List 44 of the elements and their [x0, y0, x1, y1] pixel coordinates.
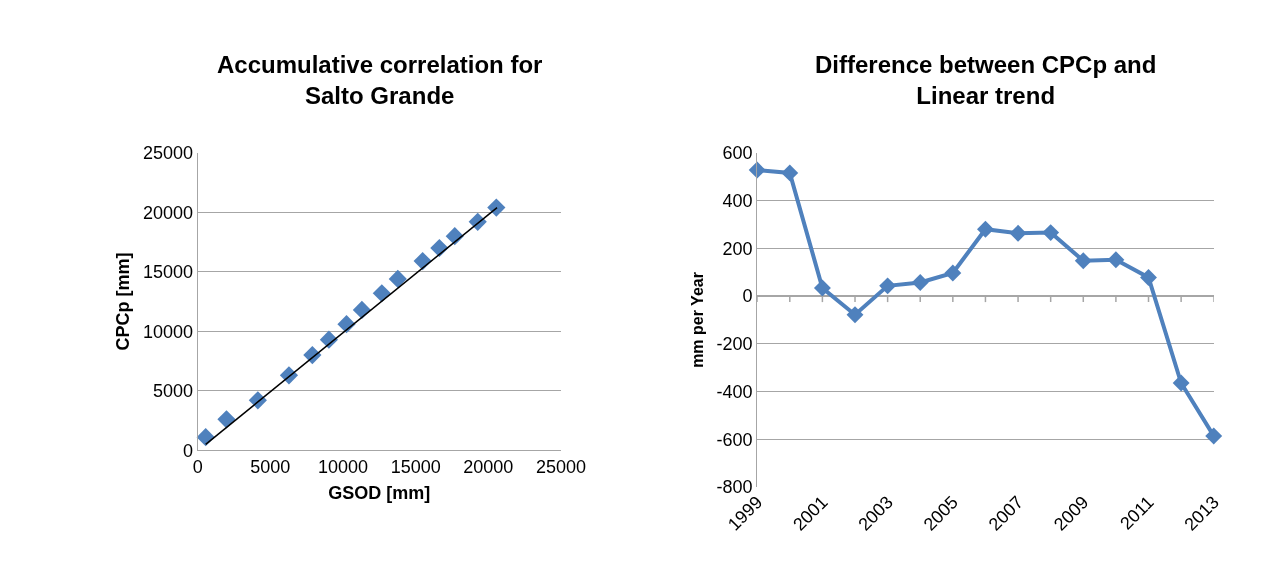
point — [1172, 374, 1190, 392]
x-tick-label: 25000 — [535, 456, 587, 477]
point — [217, 410, 236, 429]
point — [944, 264, 962, 282]
chart-title: Difference between CPCp and Linear trend — [815, 51, 1157, 110]
y-tick-label: -200 — [716, 334, 753, 355]
chart-title: Accumulative correlation for Salto Grande — [217, 51, 543, 110]
y-tick-label: -600 — [716, 429, 753, 450]
point — [911, 274, 929, 291]
y-tick-label: 20000 — [143, 202, 194, 223]
y-tick-label: 600 — [722, 143, 753, 164]
y-tick-label: 400 — [722, 190, 753, 211]
y-axis-title: CPCp [mm] — [113, 252, 134, 351]
point — [748, 161, 766, 179]
y-tick-label: 25000 — [143, 143, 194, 164]
point — [1140, 269, 1157, 286]
y-tick-label: 5000 — [153, 381, 194, 402]
point — [352, 300, 372, 319]
x-tick-label: 20000 — [463, 456, 514, 477]
point — [372, 284, 391, 303]
y-tick-label: 200 — [722, 238, 753, 259]
y-tick-label: 15000 — [143, 262, 194, 283]
y-tick-label: 0 — [183, 440, 194, 461]
point — [1009, 224, 1027, 242]
x-tick-label: 10000 — [317, 456, 369, 477]
point — [879, 277, 897, 295]
point — [781, 164, 799, 182]
y-tick-label: 10000 — [143, 321, 194, 342]
point — [388, 269, 407, 289]
point — [1042, 224, 1060, 242]
x-tick-label: 15000 — [390, 456, 441, 477]
y-axis-title: mm per Year — [689, 272, 707, 368]
x-tick-label: 5000 — [250, 456, 291, 477]
point — [1074, 252, 1092, 270]
y-tick-label: -400 — [716, 381, 753, 402]
x-axis-title: GSOD [mm] — [328, 482, 431, 503]
y-tick-label: 0 — [742, 286, 753, 307]
point — [977, 220, 994, 238]
y-tick-label: -800 — [716, 477, 753, 498]
point — [813, 279, 831, 297]
point — [1107, 251, 1125, 269]
point — [1205, 427, 1223, 445]
point — [846, 306, 864, 324]
point — [487, 198, 506, 217]
